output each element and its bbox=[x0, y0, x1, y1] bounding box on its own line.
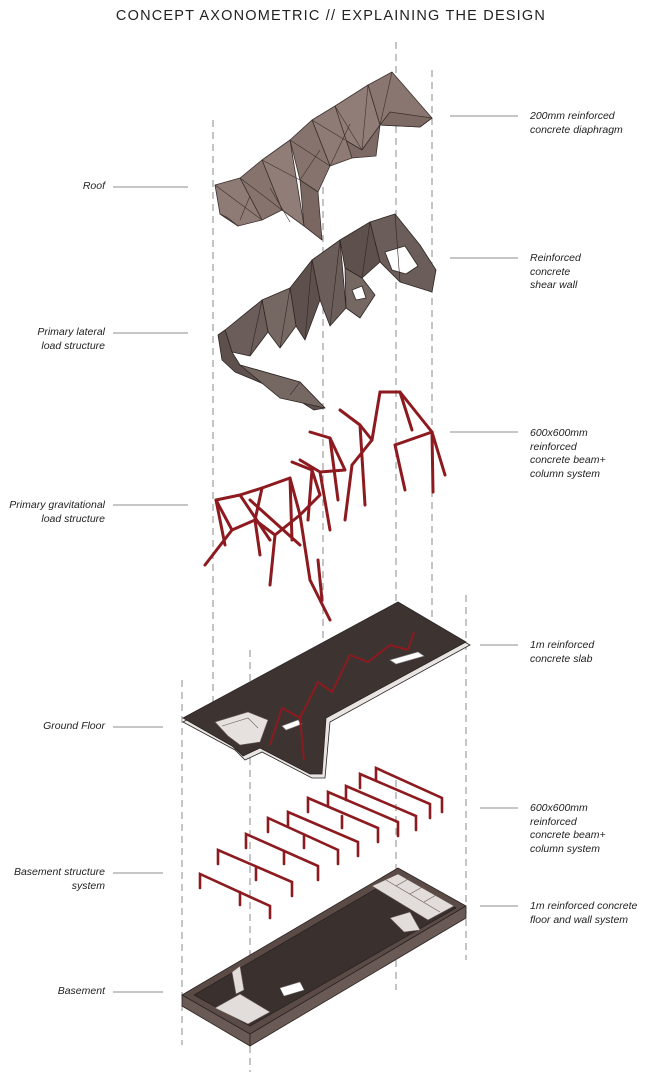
basement-box bbox=[181, 867, 467, 1047]
label-shear-wall: Reinforced concrete shear wall bbox=[530, 252, 581, 291]
roof-diaphragm bbox=[214, 71, 433, 241]
label-diaphragm: 200mm reinforced concrete diaphragm bbox=[530, 110, 623, 136]
basement-frame bbox=[198, 765, 444, 920]
label-roof: Roof bbox=[82, 180, 105, 192]
diagram-title: CONCEPT AXONOMETRIC // EXPLAINING THE DE… bbox=[115, 8, 547, 24]
label-beam-column-lower: 600x600mm reinforced concrete beam+ colu… bbox=[530, 802, 606, 855]
gravitational-frame bbox=[203, 390, 447, 622]
lateral-shear-wall bbox=[217, 213, 437, 411]
label-basement-structure: Basement structure system bbox=[13, 866, 105, 892]
label-ground-floor: Ground Floor bbox=[43, 720, 105, 732]
label-beam-column-upper: 600x600mm reinforced concrete beam+ colu… bbox=[530, 427, 606, 480]
ground-floor-slab bbox=[182, 601, 471, 779]
label-basement: Basement bbox=[57, 985, 105, 997]
label-primary-gravitational: Primary gravitational load structure bbox=[9, 499, 105, 525]
leader-lines bbox=[113, 115, 518, 993]
label-slab: 1m reinforced concrete slab bbox=[530, 639, 595, 665]
label-primary-lateral: Primary lateral load structure bbox=[37, 326, 105, 352]
label-floor-wall: 1m reinforced concrete floor and wall sy… bbox=[530, 900, 638, 926]
